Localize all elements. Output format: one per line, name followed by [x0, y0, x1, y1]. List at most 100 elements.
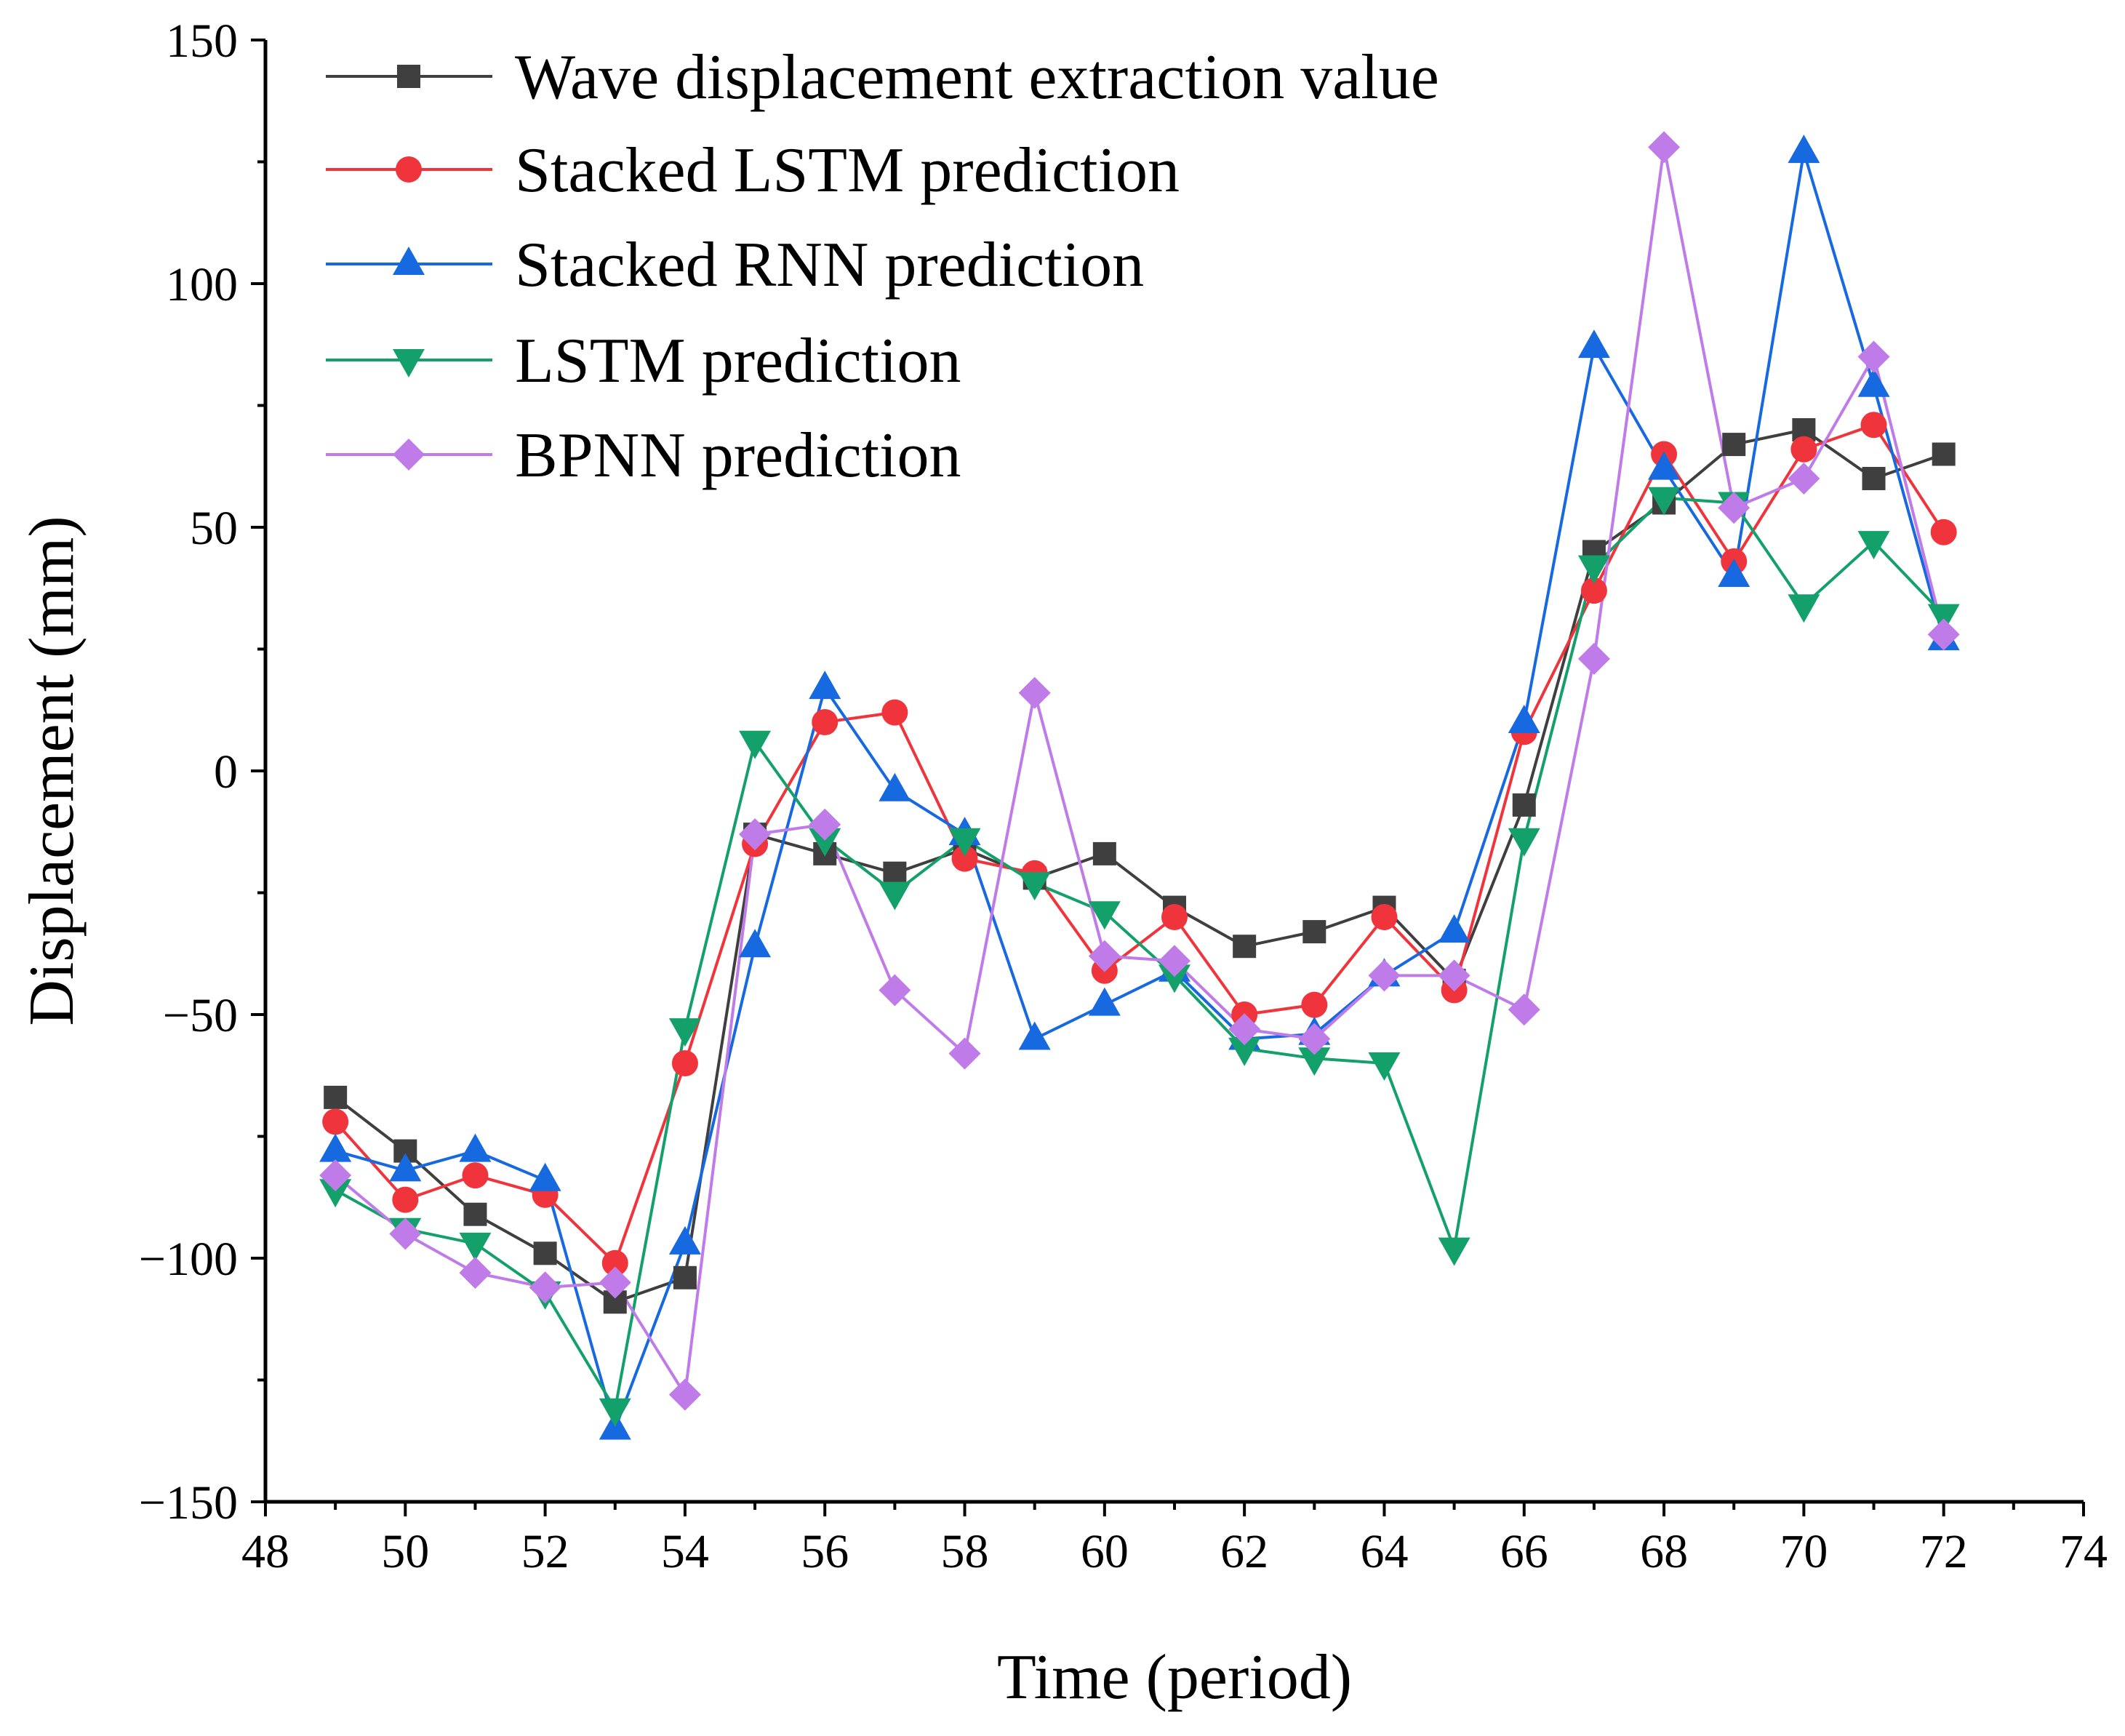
data-point	[883, 861, 907, 885]
data-point	[319, 1133, 352, 1162]
data-point	[809, 828, 841, 857]
data-point	[739, 818, 772, 851]
data-point	[1368, 1052, 1401, 1081]
legend-marker	[393, 349, 425, 377]
data-point	[1857, 531, 1890, 560]
data-point	[668, 1378, 701, 1411]
data-point	[1088, 940, 1121, 972]
data-point	[1018, 676, 1051, 709]
y-axis-title: Displacement (mm)	[17, 516, 87, 1025]
data-point	[739, 929, 772, 958]
data-point	[1648, 487, 1681, 516]
series-markers-5	[319, 131, 1960, 1411]
series-markers	[319, 131, 1960, 1440]
y-tick-label: 150	[166, 15, 238, 68]
x-tick-label: 70	[1780, 1525, 1828, 1578]
data-point	[389, 1217, 422, 1250]
data-point	[812, 709, 839, 735]
y-tick-label: 0	[214, 745, 238, 799]
series-line-4	[335, 496, 1945, 1411]
data-point	[671, 1050, 698, 1076]
data-point	[948, 828, 981, 857]
x-tick-label: 72	[1920, 1525, 1968, 1578]
y-tick-label: 100	[166, 258, 238, 311]
y-tick-label: 50	[190, 502, 238, 555]
data-point	[809, 671, 841, 700]
data-point	[1092, 841, 1116, 865]
x-tick-label: 50	[381, 1525, 429, 1578]
x-tick-label: 60	[1081, 1525, 1129, 1578]
data-point	[1438, 959, 1470, 992]
data-point	[951, 845, 978, 872]
data-point	[322, 1108, 349, 1135]
data-point	[1790, 436, 1817, 463]
data-point	[459, 1133, 492, 1162]
legend: Wave displacement extraction value Stacke…	[326, 42, 1439, 491]
x-axis-title: Time (period)	[997, 1642, 1352, 1713]
data-point	[463, 1202, 487, 1226]
y-tick-label: −150	[139, 1476, 238, 1529]
data-point	[1718, 559, 1750, 587]
data-point	[668, 1018, 701, 1047]
data-point	[1158, 964, 1190, 993]
y-tick-label: −100	[139, 1233, 238, 1286]
x-tick-label: 54	[661, 1525, 709, 1578]
data-point	[881, 699, 908, 726]
data-point	[1018, 1021, 1051, 1050]
legend-entry-2: Stacked LSTM prediction	[326, 135, 1180, 206]
data-point	[1788, 463, 1820, 495]
series-markers-4	[319, 487, 1960, 1427]
data-point	[1302, 920, 1326, 944]
data-point	[1508, 993, 1540, 1026]
legend-label: BPNN prediction	[515, 420, 961, 491]
data-point	[1088, 987, 1121, 1016]
legend-entry-5: BPNN prediction	[326, 420, 961, 491]
data-point	[879, 974, 911, 1007]
data-point	[1161, 904, 1188, 930]
legend-marker	[393, 247, 425, 275]
data-point	[324, 1085, 348, 1109]
data-point	[1438, 1237, 1470, 1266]
legend-marker	[397, 65, 420, 88]
data-point	[1438, 914, 1470, 943]
y-tick-label: −50	[163, 989, 238, 1042]
data-point	[599, 1398, 631, 1427]
data-point	[1580, 577, 1607, 604]
data-point	[1228, 1013, 1261, 1046]
data-point	[1233, 935, 1257, 959]
data-point	[1371, 904, 1398, 930]
data-point	[1158, 945, 1190, 977]
legend-label: Stacked RNN prediction	[515, 230, 1144, 300]
data-point	[529, 1271, 561, 1304]
data-point	[1930, 519, 1957, 545]
x-tick-label: 58	[941, 1525, 989, 1578]
data-point	[1857, 340, 1890, 373]
data-point	[1648, 451, 1681, 480]
data-point	[1932, 442, 1956, 466]
data-point	[599, 1266, 631, 1299]
data-point	[1301, 991, 1328, 1018]
x-tick-label: 66	[1500, 1525, 1548, 1578]
legend-marker	[393, 439, 425, 471]
data-point	[319, 1159, 352, 1192]
data-point	[459, 1257, 492, 1289]
data-point	[1508, 705, 1540, 733]
data-point	[1718, 492, 1750, 524]
data-point	[1577, 329, 1610, 359]
data-point	[1298, 1023, 1331, 1055]
data-point	[529, 1162, 561, 1191]
axes: 48 50 52 54 56 58 60 62 64 66 68 70 72 74 −150 −100 −50 0…	[139, 15, 2108, 1578]
data-point	[1577, 642, 1610, 675]
data-point	[1368, 959, 1401, 992]
legend-entry-4: LSTM prediction	[326, 326, 961, 396]
data-point	[948, 1037, 981, 1070]
legend-entry-3: Stacked RNN prediction	[326, 230, 1144, 300]
data-point	[879, 772, 911, 801]
x-tick-label: 56	[801, 1525, 849, 1578]
data-point	[879, 881, 911, 911]
data-point	[319, 1179, 352, 1208]
data-point	[1018, 872, 1051, 901]
legend-label: Wave displacement extraction value	[515, 42, 1439, 113]
data-point	[1298, 1047, 1331, 1076]
